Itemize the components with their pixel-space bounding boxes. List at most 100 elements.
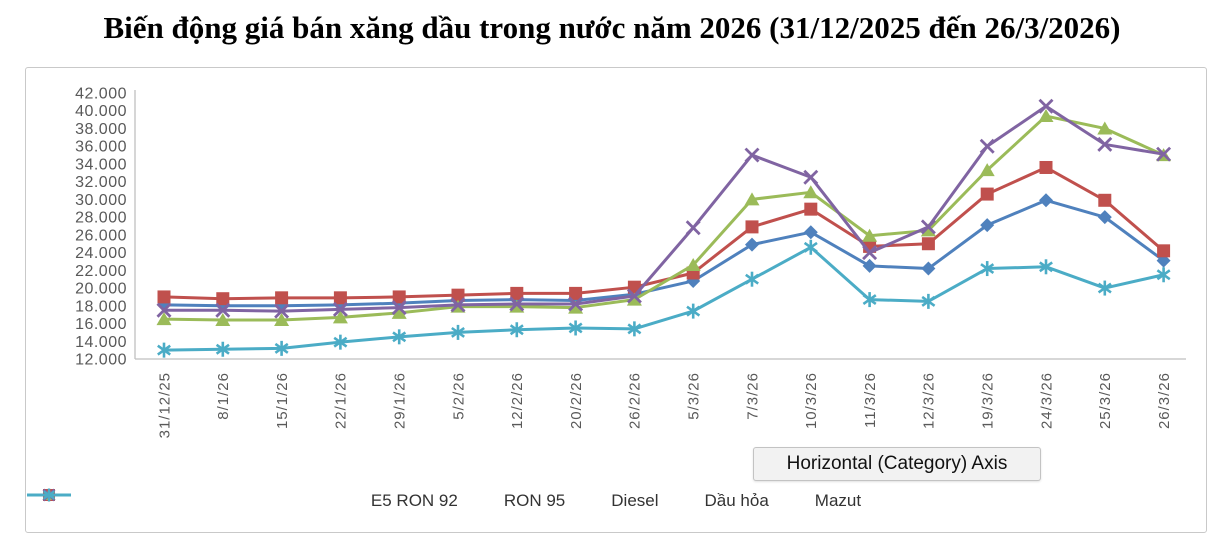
- x-axis-tick-label[interactable]: 19/3/26: [979, 372, 996, 429]
- data-point-marker-triangle: [391, 305, 407, 319]
- legend-item[interactable]: Diesel: [27, 489, 659, 511]
- data-point-marker-square: [216, 292, 230, 306]
- legend-item[interactable]: RON 95: [27, 489, 566, 511]
- data-point-marker-triangle: [744, 192, 760, 206]
- y-axis-tick-label: 24.000: [75, 245, 127, 262]
- legend-swatch-asterisk-icon: [27, 488, 71, 502]
- data-point-marker-square: [921, 237, 935, 251]
- data-point-marker-asterisk: [392, 329, 407, 345]
- x-axis-tick-label[interactable]: 12/3/26: [921, 372, 938, 429]
- y-axis-tick-label: 36.000: [75, 139, 127, 156]
- x-axis-tick-label[interactable]: 12/2/26: [509, 372, 526, 429]
- x-axis-tick-label[interactable]: 10/3/26: [803, 372, 820, 429]
- y-axis-tick-label: 12.000: [75, 352, 127, 369]
- data-point-marker-triangle: [568, 300, 584, 314]
- data-point-marker-x: [920, 219, 936, 235]
- x-axis-tick-label[interactable]: 5/3/26: [685, 372, 702, 420]
- y-axis-tick-label: 42.000: [75, 86, 127, 103]
- x-axis-tick-label[interactable]: 7/3/26: [744, 372, 761, 420]
- legend-label: RON 95: [503, 491, 566, 510]
- data-point-marker-asterisk: [215, 341, 230, 357]
- y-axis-tick-label: 40.000: [75, 103, 127, 120]
- x-axis-tick-label[interactable]: 31/12/25: [156, 372, 173, 438]
- data-point-marker-asterisk: [1097, 280, 1112, 296]
- data-point-marker-asterisk: [627, 321, 642, 337]
- legend-label: Mazut: [814, 491, 862, 510]
- data-point-marker-asterisk: [862, 292, 877, 308]
- axis-tooltip: Horizontal (Category) Axis: [753, 447, 1041, 481]
- data-point-marker-diamond: [745, 237, 759, 252]
- data-point-marker-triangle: [215, 312, 231, 326]
- data-point-marker-square: [804, 202, 818, 216]
- y-axis-tick-label: 28.000: [75, 210, 127, 227]
- data-point-marker-x: [1097, 136, 1113, 152]
- x-axis-tick-label[interactable]: 20/2/26: [568, 372, 585, 429]
- x-axis-tick-label[interactable]: 11/3/26: [862, 372, 879, 428]
- data-point-marker-square: [451, 288, 465, 302]
- series-line-diamond: [162, 198, 1166, 308]
- x-axis-tick-label[interactable]: 24/3/26: [1038, 372, 1055, 429]
- legend-item[interactable]: E5 RON 92: [27, 489, 458, 511]
- x-axis-tick-label[interactable]: 25/3/26: [1097, 372, 1114, 429]
- data-point-marker-asterisk: [745, 271, 759, 287]
- data-point-marker-square: [510, 286, 524, 300]
- legend-item[interactable]: Mazut: [27, 488, 862, 511]
- series-line-triangle: [162, 114, 1166, 322]
- data-point-marker-triangle: [920, 223, 936, 237]
- data-point-marker-square: [1098, 193, 1112, 207]
- data-point-marker-diamond: [921, 261, 936, 276]
- chart-legend: E5 RON 92 RON 95 Diesel Dầu hỏa Mazut: [26, 486, 1206, 516]
- data-point-marker-diamond: [803, 225, 818, 240]
- data-point-marker-asterisk: [509, 322, 524, 338]
- legend-label: Diesel: [611, 491, 659, 510]
- data-point-marker-x: [332, 301, 348, 317]
- data-point-marker-square: [745, 220, 759, 234]
- y-axis-tick-label: 18.000: [75, 298, 127, 315]
- y-axis-tick-label: 38.000: [75, 121, 127, 138]
- x-axis-tick-label[interactable]: 5/2/26: [450, 372, 467, 420]
- data-point-marker-x: [1038, 98, 1054, 114]
- data-point-marker-asterisk: [686, 303, 701, 319]
- x-axis-tick-label[interactable]: 26/3/26: [1156, 372, 1173, 429]
- x-axis-tick-label[interactable]: 26/2/26: [627, 372, 644, 429]
- y-axis-tick-label: 16.000: [75, 316, 127, 333]
- data-point-marker-asterisk: [568, 320, 583, 336]
- y-axis-tick-label: 14.000: [75, 334, 127, 351]
- data-point-marker-triangle: [803, 185, 819, 199]
- x-axis-tick-label[interactable]: 15/1/26: [274, 372, 291, 429]
- data-point-marker-asterisk: [921, 293, 936, 309]
- data-point-marker-asterisk: [980, 261, 995, 277]
- x-axis-tick-label[interactable]: 22/1/26: [333, 372, 350, 429]
- data-point-marker-triangle: [274, 312, 290, 326]
- series-line-asterisk: [162, 245, 1166, 352]
- data-point-marker-square: [333, 291, 347, 305]
- data-point-marker-x: [215, 302, 231, 318]
- x-axis-tick-label[interactable]: 29/1/26: [391, 372, 408, 429]
- data-point-marker-triangle: [979, 163, 995, 177]
- legend-item[interactable]: Dầu hỏa: [27, 488, 769, 511]
- data-point-marker-x: [862, 245, 878, 261]
- data-point-marker-square: [980, 187, 994, 201]
- data-point-marker-diamond: [980, 218, 995, 233]
- data-point-marker-x: [803, 169, 819, 185]
- y-axis-tick-label: 26.000: [75, 227, 127, 244]
- data-point-marker-x: [450, 297, 466, 313]
- legend-label: Dầu hỏa: [704, 491, 769, 510]
- data-point-marker-asterisk: [157, 342, 171, 358]
- data-point-marker-square: [275, 291, 289, 305]
- data-point-marker-triangle: [685, 258, 701, 272]
- y-axis-tick-label: 34.000: [75, 156, 127, 173]
- data-point-marker-triangle: [156, 312, 172, 326]
- data-point-marker-triangle: [1097, 121, 1113, 135]
- chart-title: Biến động giá bán xăng dầu trong nước nă…: [103, 10, 1121, 45]
- series-line-square: [162, 165, 1166, 301]
- data-point-marker-triangle: [332, 310, 348, 324]
- data-point-marker-square: [569, 286, 583, 300]
- y-axis-tick-label: 32.000: [75, 174, 127, 191]
- x-axis-tick-label[interactable]: 8/1/26: [215, 372, 232, 420]
- data-point-marker-asterisk: [451, 324, 465, 340]
- data-point-marker-x: [509, 296, 525, 312]
- line-chart-plot: 42.00040.00038.00036.00034.00032.00030.0…: [75, 86, 1186, 438]
- data-point-marker-triangle: [862, 228, 878, 242]
- data-point-marker-asterisk: [274, 340, 289, 356]
